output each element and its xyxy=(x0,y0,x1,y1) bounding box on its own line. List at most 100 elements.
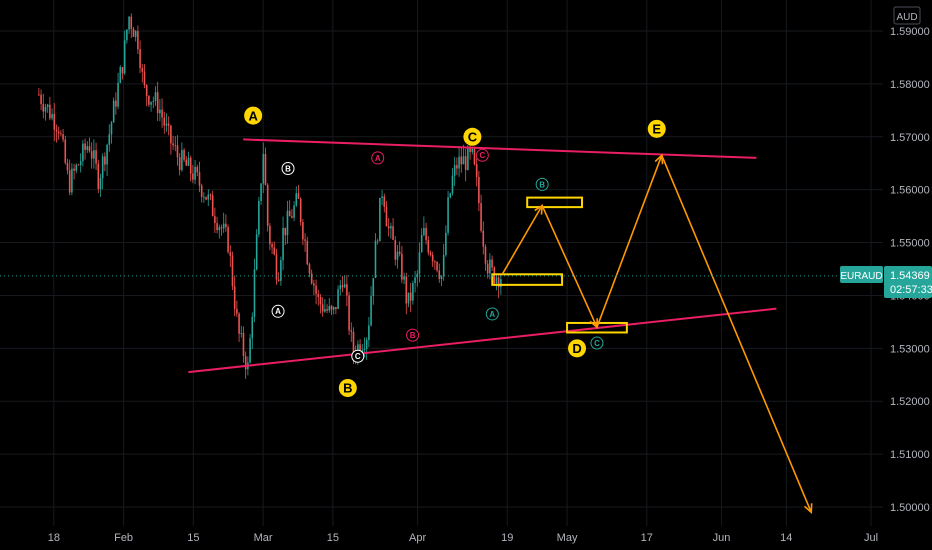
candle-body xyxy=(451,175,454,194)
wave-circle xyxy=(351,349,365,363)
candle-body xyxy=(203,196,205,198)
wave-text: C xyxy=(594,339,600,348)
candle-body xyxy=(68,170,71,193)
candle-body xyxy=(244,356,247,370)
wave-text: B xyxy=(285,164,291,173)
candle-body xyxy=(491,259,493,268)
candle-body xyxy=(176,145,179,158)
candle-body xyxy=(84,143,86,150)
candle-body xyxy=(293,205,295,218)
wave-text: C xyxy=(479,151,485,160)
wave-circle xyxy=(338,379,357,397)
wave-circle xyxy=(371,151,385,165)
candle-body xyxy=(489,259,491,274)
candle-body xyxy=(262,153,265,184)
symbol-label: EURAUD xyxy=(840,271,882,282)
candle-body xyxy=(297,193,300,199)
candle-body xyxy=(66,162,69,171)
candle-body xyxy=(385,206,388,227)
candle-body xyxy=(126,29,128,41)
candle-body xyxy=(453,165,456,176)
candle-body xyxy=(214,216,216,224)
wave-label-yellow-b: B xyxy=(338,379,357,397)
candle-body xyxy=(427,240,430,253)
candle-body xyxy=(416,273,419,278)
candle-body xyxy=(460,156,463,165)
x-tick-label: Jul xyxy=(864,532,878,544)
candle-body xyxy=(379,197,381,242)
y-tick-label: 1.58000 xyxy=(890,79,930,91)
candle-body xyxy=(383,196,386,207)
candle-body xyxy=(332,307,335,310)
x-tick-label: 17 xyxy=(641,532,653,544)
candle-body xyxy=(376,240,379,242)
candle-body xyxy=(187,157,190,166)
candle-body xyxy=(480,203,482,231)
candle-body xyxy=(42,104,45,112)
wave-circle xyxy=(485,307,499,321)
candle-body xyxy=(64,139,67,163)
candle-body xyxy=(401,253,403,280)
candle-body xyxy=(44,107,47,112)
candle-body xyxy=(97,163,100,189)
candle-body xyxy=(229,252,232,256)
candle-body xyxy=(464,156,467,170)
candle-body xyxy=(189,157,192,174)
candle-body xyxy=(429,252,432,255)
candle-body xyxy=(249,338,251,363)
candle-body xyxy=(258,200,260,235)
candle-body xyxy=(141,68,144,72)
candle-body xyxy=(321,304,324,312)
candle-body xyxy=(167,123,170,126)
candle-body xyxy=(341,285,344,288)
wave-label-red-a: A xyxy=(371,151,385,165)
wave-text: B xyxy=(343,381,352,396)
candle-body xyxy=(152,100,155,102)
x-tick-label: 15 xyxy=(187,532,199,544)
candle-body xyxy=(497,277,500,288)
candle-body xyxy=(269,225,271,245)
projection-segment xyxy=(596,155,663,328)
projection-arrowhead xyxy=(803,503,813,514)
candle-body xyxy=(253,269,256,317)
wave-label-red-b: B xyxy=(406,328,420,342)
candle-body xyxy=(242,332,245,357)
candle-body xyxy=(200,185,203,197)
candle-body xyxy=(348,295,350,331)
candle-body xyxy=(209,194,212,196)
wave-text: A xyxy=(275,307,281,316)
wave-circle xyxy=(535,177,549,191)
candle-body xyxy=(178,157,181,170)
time-axis[interactable]: 18 Feb 15 Mar 15 Apr 19 May 17 Jun 14 Jul xyxy=(0,526,932,550)
wave-label-yellow-d: D xyxy=(568,339,587,358)
candle-body xyxy=(390,226,392,229)
candle-body xyxy=(139,49,141,69)
candle-body xyxy=(73,168,75,171)
x-tick-label: May xyxy=(557,532,578,544)
candle-body xyxy=(53,114,56,130)
candle-body xyxy=(222,223,225,229)
chart-grid xyxy=(0,0,883,526)
candle-body xyxy=(88,146,91,152)
candle-body xyxy=(123,40,126,74)
candle-body xyxy=(313,283,315,286)
candle-body xyxy=(387,226,390,229)
symbol-badge: EURAUD xyxy=(840,266,883,283)
candle-body xyxy=(231,255,234,287)
currency-badge xyxy=(893,6,921,25)
candle-body xyxy=(442,255,445,277)
candle-body xyxy=(220,227,223,229)
candlestick-series xyxy=(38,13,502,379)
countdown-label: 02:57:33 xyxy=(890,284,932,296)
x-tick-label: 14 xyxy=(780,532,792,544)
wave-label-yellow-a: A xyxy=(244,106,263,125)
candle-body xyxy=(436,261,438,271)
wave-text: B xyxy=(410,331,416,340)
projection-segment xyxy=(541,205,598,328)
candle-body xyxy=(482,230,485,247)
candle-body xyxy=(304,239,306,241)
candle-body xyxy=(447,197,449,233)
price-axis[interactable]: 1.590001.580001.570001.560001.550001.540… xyxy=(883,0,932,550)
candle-body xyxy=(440,276,443,279)
